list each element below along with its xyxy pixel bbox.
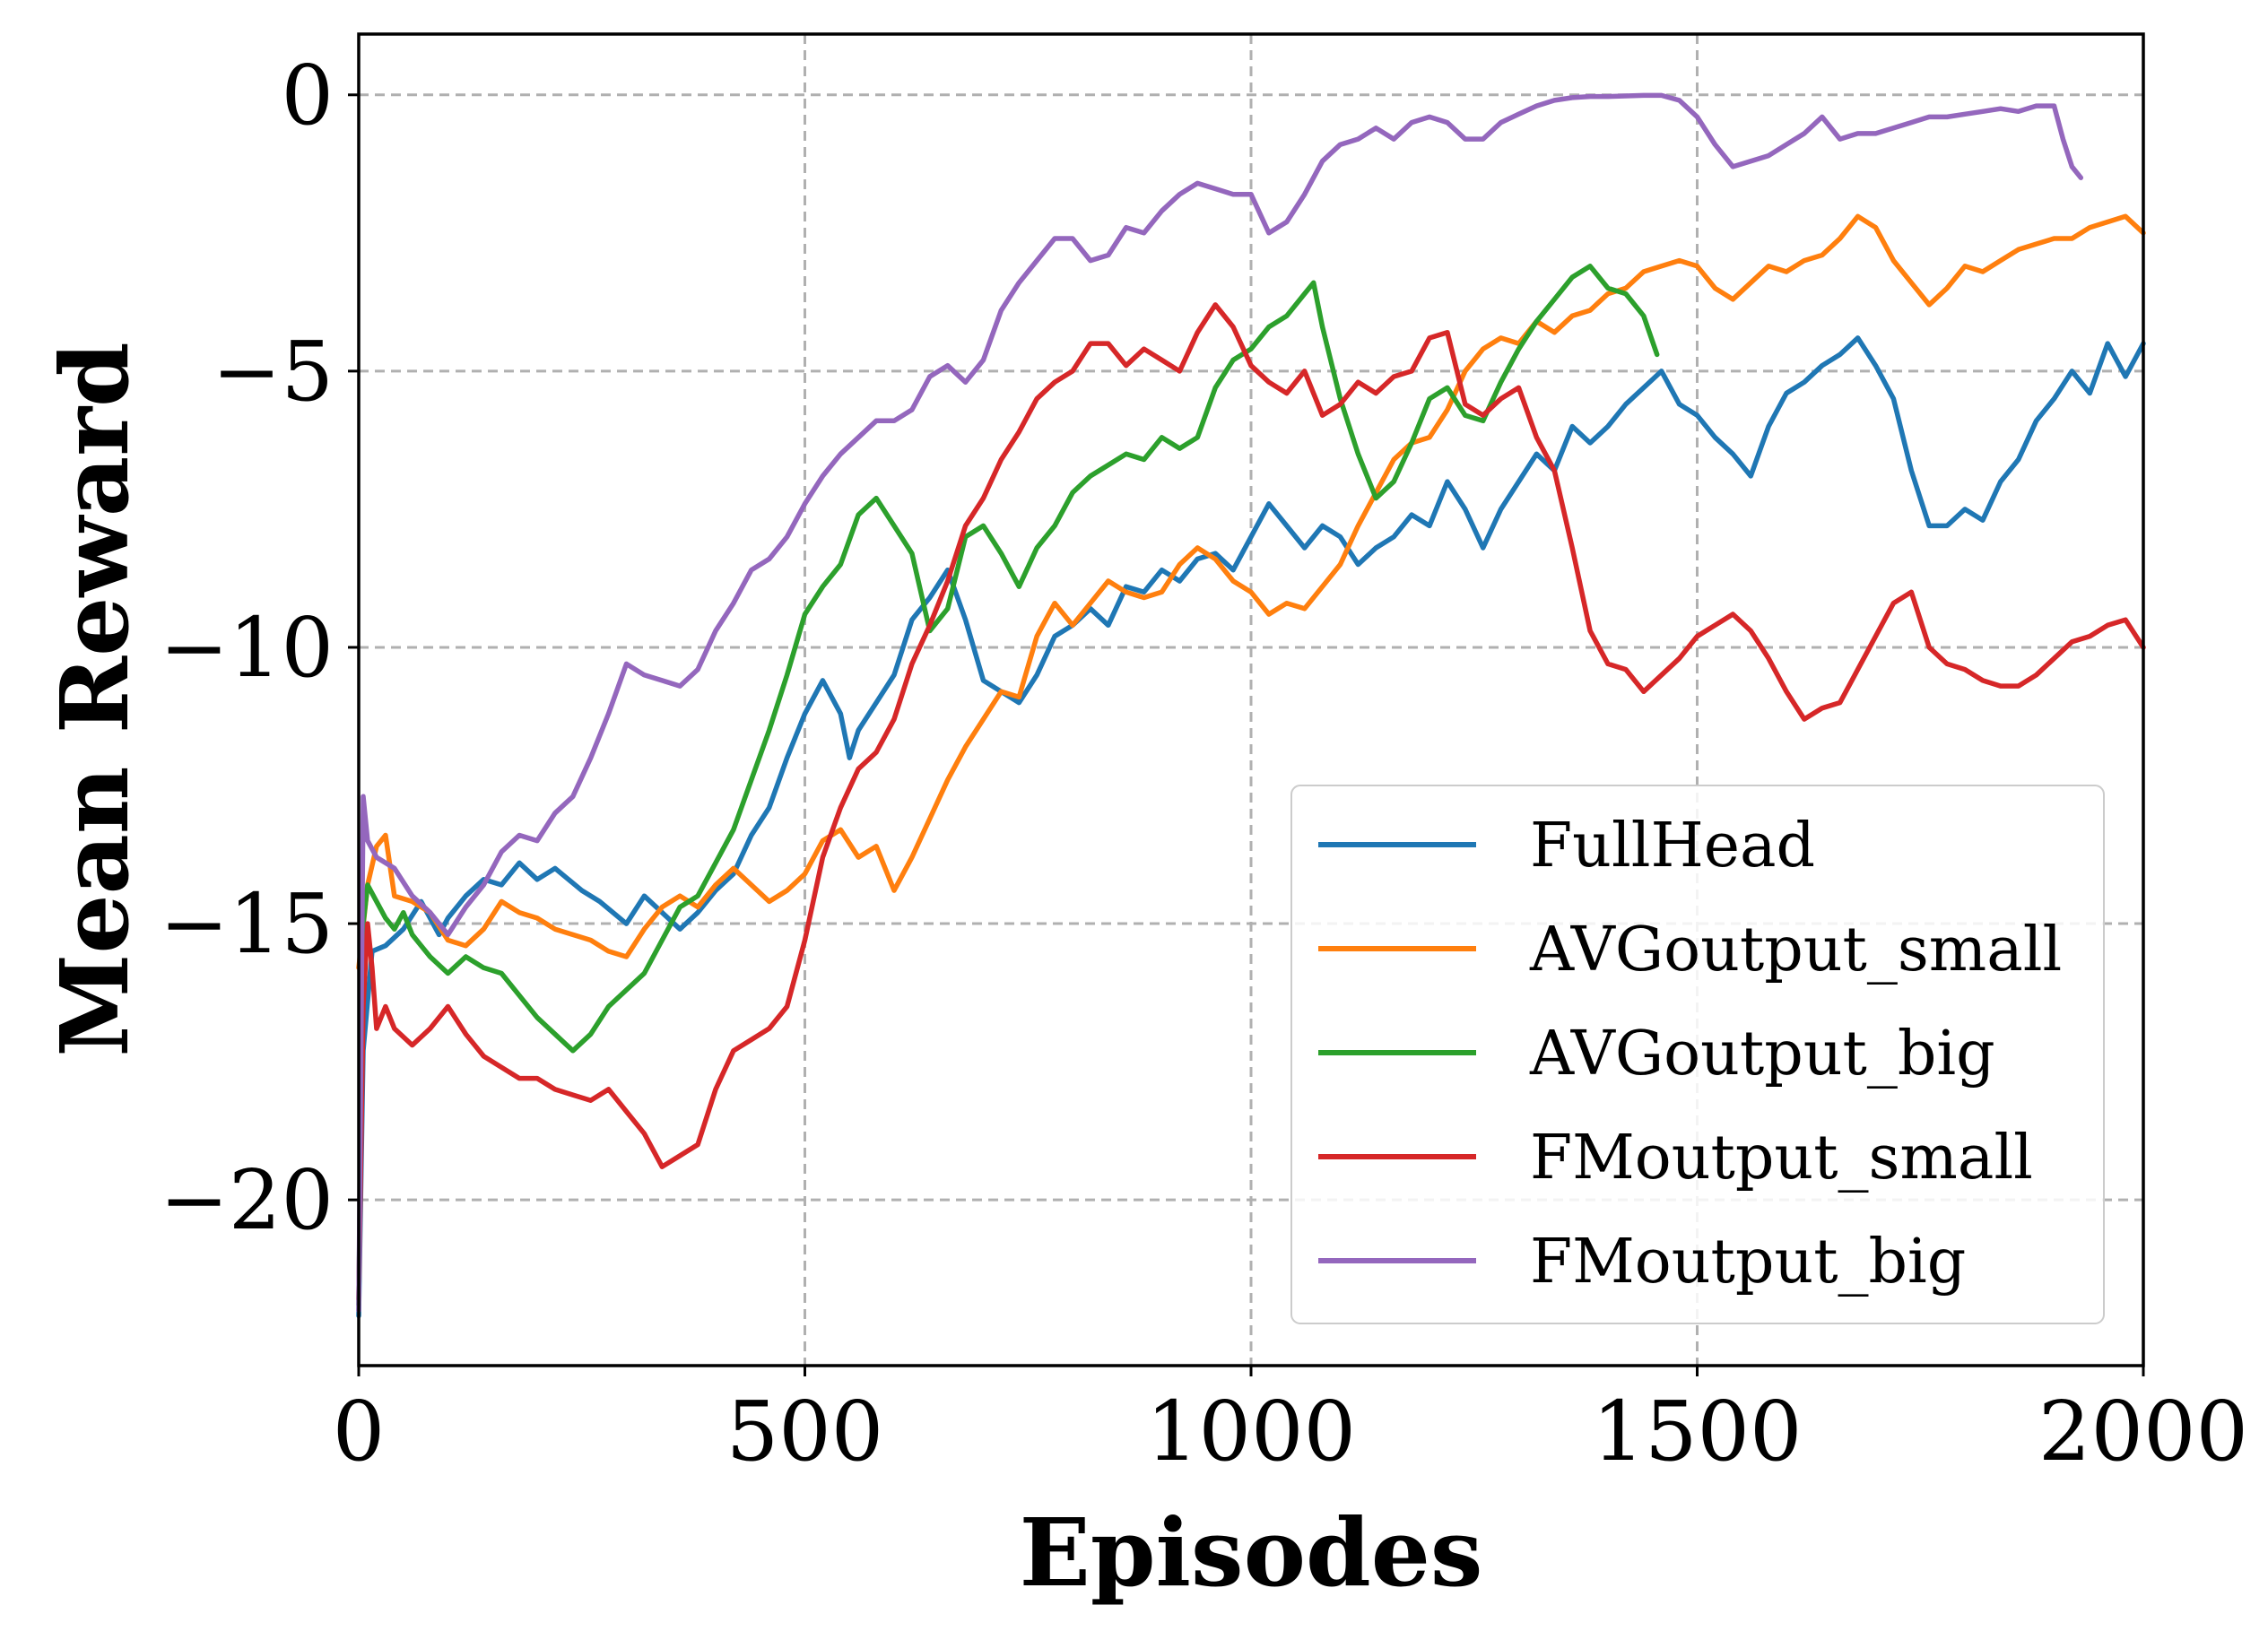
series-line-fmoutput-big xyxy=(356,92,2084,1314)
tick-layer: 0 500 1000 1500 2000 0 −5 −10 −15 −20 xyxy=(160,48,2248,1479)
legend-label: FullHead xyxy=(1530,811,1815,881)
y-tick-label: −15 xyxy=(160,876,334,972)
series-line-avgoutput-small xyxy=(356,213,2146,971)
series-layer xyxy=(356,92,2146,1319)
y-tick-label: −5 xyxy=(212,324,334,420)
legend-label: AVGoutput_small xyxy=(1529,915,2062,985)
x-axis-label: Episodes xyxy=(1020,1497,1483,1608)
x-tick-label: 2000 xyxy=(2038,1384,2248,1479)
series-line-fmoutput-small xyxy=(356,302,2146,1302)
y-axis-label: Mean Reward xyxy=(39,342,150,1057)
y-tick-label: 0 xyxy=(281,48,334,143)
y-tick-label: −20 xyxy=(160,1152,334,1248)
x-tick-label: 500 xyxy=(726,1384,884,1479)
series-line-avgoutput-big xyxy=(356,264,1660,1307)
legend-entries: FullHead AVGoutput_small AVGoutput_big FMou… xyxy=(1318,811,2062,1297)
legend-label: FMoutput_small xyxy=(1530,1123,2033,1193)
legend-box xyxy=(1290,785,2105,1324)
y-tick-label: −10 xyxy=(160,600,334,696)
x-tick-label: 1500 xyxy=(1592,1384,1802,1479)
series-line-fullhead xyxy=(356,335,2146,1319)
legend-label: FMoutput_big xyxy=(1530,1227,1966,1297)
legend-label: AVGoutput_big xyxy=(1529,1019,1995,1089)
legend: FullHead AVGoutput_small AVGoutput_big FMou… xyxy=(1290,785,2105,1324)
x-tick-label: 1000 xyxy=(1146,1384,1356,1479)
x-tick-label: 0 xyxy=(333,1384,386,1479)
